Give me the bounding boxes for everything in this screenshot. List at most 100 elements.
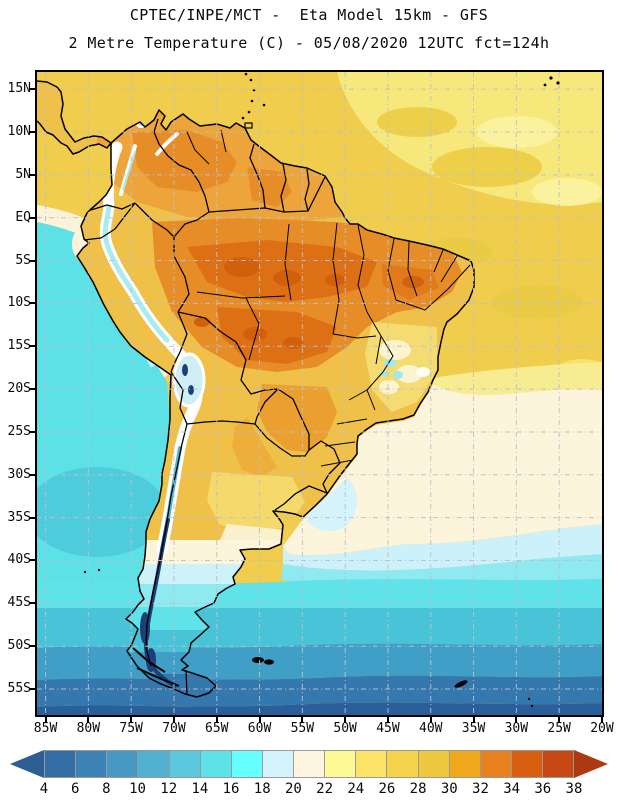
lat-tick xyxy=(29,516,35,519)
colorbar-segment-14-16 xyxy=(200,751,232,777)
lat-tick xyxy=(29,173,35,176)
lat-tick xyxy=(29,688,35,690)
colorbar-segment-30-32 xyxy=(449,751,481,777)
colorbar-segment-20-22 xyxy=(294,751,326,777)
colorbar-segment-10-12 xyxy=(138,751,170,777)
grid-lines xyxy=(37,72,602,715)
lon-label-55W: 55W xyxy=(290,721,315,736)
colorbar-segment-12-14 xyxy=(169,751,201,777)
colorbar-tick-label-34: 34 xyxy=(503,781,521,797)
colorbar-segment-24-26 xyxy=(356,751,388,777)
lon-tick xyxy=(87,717,90,723)
colorbar-tick-label-4: 4 xyxy=(39,781,49,797)
lon-tick xyxy=(215,717,218,723)
colorbar-segment-26-28 xyxy=(387,751,419,777)
colorbar-body xyxy=(44,750,574,778)
lon-label-70W: 70W xyxy=(162,721,186,736)
colorbar-segment-4-6 xyxy=(45,751,77,777)
colorbar-segment-28-30 xyxy=(418,751,450,777)
lon-tick xyxy=(301,717,304,723)
colorbar-tick-label-14: 14 xyxy=(191,781,209,797)
colorbar-segment-18-20 xyxy=(262,751,294,777)
lon-label-25W: 25W xyxy=(547,721,571,736)
lat-tick xyxy=(29,645,35,648)
lat-label-15S: 15S xyxy=(7,338,31,354)
lon-label-40W: 40W xyxy=(419,721,443,736)
lon-label-65W: 65W xyxy=(205,721,229,736)
lon-tick xyxy=(258,717,261,723)
lat-tick xyxy=(29,602,35,605)
state-borders xyxy=(186,129,471,467)
colorbar-tick-label-22: 22 xyxy=(316,781,333,797)
lat-label-45S: 45S xyxy=(7,595,31,611)
south-america-temperature-map xyxy=(37,72,602,715)
lon-label-35W: 35W xyxy=(461,721,486,736)
colorbar-tick-label-28: 28 xyxy=(409,781,427,797)
lon-tick xyxy=(558,717,561,723)
map-title-line1: CPTEC/INPE/MCT - Eta Model 15km - GFS xyxy=(129,6,489,24)
lon-tick xyxy=(472,717,475,723)
colorbar-tick-label-24: 24 xyxy=(347,781,365,797)
lat-label-EQ: EQ xyxy=(15,209,31,225)
lon-label-20W: 20W xyxy=(590,721,614,736)
lat-label-5S: 5S xyxy=(15,252,31,268)
lat-label-25S: 25S xyxy=(7,423,31,439)
lon-label-30W: 30W xyxy=(504,721,529,736)
lat-label-20S: 20S xyxy=(7,381,31,397)
lon-tick xyxy=(344,717,347,723)
lon-label-85W: 85W xyxy=(33,721,58,736)
lon-tick xyxy=(386,717,389,723)
lon-label-60W: 60W xyxy=(247,721,272,736)
south-georgia-island xyxy=(454,680,468,688)
lon-tick xyxy=(172,717,175,723)
colorbar-scale: 4 6 8 10 12 14 16 18 20 22 24 26 28 30 32 34 36 38 xyxy=(10,781,608,799)
colorbar-tick-label-20: 20 xyxy=(284,781,302,797)
colorbar-segment-6-8 xyxy=(76,751,108,777)
colorbar-left-arrow xyxy=(10,750,44,778)
colorbar-segment-36-38 xyxy=(543,751,574,777)
lat-tick xyxy=(29,302,35,305)
colorbar-segment-8-10 xyxy=(107,751,139,777)
lon-label-75W: 75W xyxy=(119,721,143,736)
lon-tick xyxy=(429,717,432,723)
lat-tick xyxy=(29,259,35,262)
lat-label-35S: 35S xyxy=(7,509,31,525)
lat-label-50S: 50S xyxy=(7,638,31,654)
lon-label-50W: 50W xyxy=(333,721,357,736)
colorbar-tick-label-6: 6 xyxy=(70,781,80,797)
colorbar-tick-label-38: 38 xyxy=(565,781,583,797)
lat-tick xyxy=(29,473,35,476)
lat-label-10S: 10S xyxy=(7,295,31,311)
colorbar-tick-label-12: 12 xyxy=(160,781,178,797)
lat-label-15N: 15N xyxy=(7,81,31,97)
lat-label-55S: 55S xyxy=(7,681,31,696)
lon-tick xyxy=(515,717,518,723)
lat-label-40S: 40S xyxy=(7,552,31,568)
lat-tick xyxy=(29,130,35,133)
lat-tick xyxy=(29,388,35,391)
colorbar-tick-label-36: 36 xyxy=(534,781,552,797)
lat-label-10N: 10N xyxy=(7,123,31,139)
colorbar-tick-label-32: 32 xyxy=(472,781,489,797)
lon-label-45W: 45W xyxy=(376,721,400,736)
lon-tick xyxy=(600,717,603,723)
lat-label-5N: 5N xyxy=(15,166,31,182)
lat-tick xyxy=(29,88,35,91)
lon-label-80W: 80W xyxy=(76,721,101,736)
colorbar-right-arrow xyxy=(574,750,608,778)
map-title-line2: 2 Metre Temperature (C) - 05/08/2020 12U… xyxy=(68,34,550,52)
temperature-colorbar xyxy=(10,750,608,778)
lat-tick xyxy=(29,345,35,348)
colorbar-tick-label-18: 18 xyxy=(253,781,271,797)
trinidad-island xyxy=(244,122,253,129)
lat-label-30S: 30S xyxy=(7,466,31,482)
coastline xyxy=(37,80,475,698)
lon-tick xyxy=(130,717,133,723)
colorbar-segment-22-24 xyxy=(325,751,357,777)
colorbar-segment-32-34 xyxy=(480,751,512,777)
lon-tick xyxy=(44,717,47,723)
colorbar-tick-label-26: 26 xyxy=(378,781,396,797)
colorbar-segment-34-36 xyxy=(511,751,543,777)
colorbar-tick-label-10: 10 xyxy=(129,781,146,797)
